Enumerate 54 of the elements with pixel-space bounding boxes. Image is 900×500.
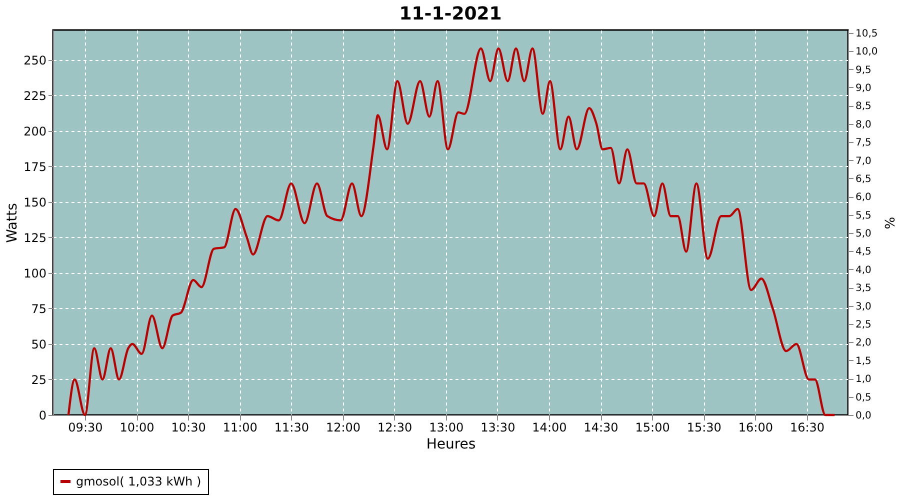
y2-tick-label: 2,5: [856, 320, 872, 331]
x-tick-label: 10:30: [171, 420, 206, 434]
y2-tick-label: 8,0: [856, 119, 872, 130]
y-tick-label: 175: [24, 160, 46, 174]
x-axis-title: Heures: [426, 436, 476, 452]
y2-tick-label: 2,0: [856, 338, 872, 349]
x-tick-label: 11:30: [274, 420, 309, 434]
y-tick-label: 200: [24, 124, 46, 138]
y2-axis-title: %: [880, 216, 896, 230]
y2-tick-label: 3,5: [856, 283, 872, 294]
line-series: [67, 47, 836, 416]
y2-tick-label: 9,5: [856, 64, 872, 76]
y-tick-label: 250: [24, 53, 46, 68]
y2-tick-label: 0,0: [856, 410, 872, 422]
x-tick-label: 16:00: [738, 420, 773, 434]
x-tick-label: 11:00: [222, 420, 258, 434]
x-tick-label: 16:30: [790, 420, 825, 434]
y2-tick-label: 8,5: [856, 101, 872, 112]
legend-label: gmosol( 1,033 kWh ): [76, 474, 202, 488]
x-tick-label: 13:00: [429, 420, 464, 434]
y2-tick-label: 10,0: [856, 46, 878, 58]
x-tick-label: 14:30: [584, 420, 618, 434]
y2-tick-label: 6,5: [856, 174, 872, 185]
y-tick-label: 225: [24, 88, 46, 103]
y2-tick-label: 9,0: [856, 82, 872, 94]
y-tick-label: 25: [31, 372, 46, 387]
y-tick-label: 0: [38, 408, 46, 422]
x-tick-label: 15:00: [635, 420, 670, 434]
y2-tick-label: 1,0: [856, 374, 872, 386]
x-tick-label: 10:00: [120, 420, 154, 434]
chart-title: 11-1-2021: [399, 3, 502, 24]
y-tick-label: 150: [24, 195, 46, 210]
y2-tick-label: 7,5: [856, 138, 872, 149]
x-tick-label: 13:30: [480, 420, 516, 434]
y2-tick-label: 3,0: [856, 301, 872, 312]
x-tick-label: 15:30: [686, 420, 722, 434]
y2-tick-label: 6,0: [856, 192, 872, 204]
y-tick-label: 100: [24, 266, 46, 280]
y-tick-label: 50: [31, 337, 46, 352]
y2-tick-label: 0,5: [856, 392, 872, 404]
y2-tick-label: 1,5: [856, 356, 872, 367]
y2-tick-label: 4,0: [856, 264, 872, 276]
y2-tick-label: 10,5: [856, 28, 878, 40]
y2-tick-label: 5,5: [856, 210, 872, 222]
y2-tick-label: 4,5: [856, 246, 872, 258]
y-tick-label: 125: [24, 230, 46, 245]
x-tick-label: 12:30: [378, 420, 412, 434]
y2-tick-label: 7,0: [856, 156, 872, 167]
x-tick-label: 09:30: [68, 420, 103, 434]
y-axis-title: Watts: [4, 203, 21, 243]
x-tick-label: 14:00: [532, 420, 567, 434]
y2-tick-label: 5,0: [856, 228, 872, 240]
y-tick-label: 75: [31, 302, 46, 316]
x-tick-label: 12:00: [326, 420, 361, 434]
